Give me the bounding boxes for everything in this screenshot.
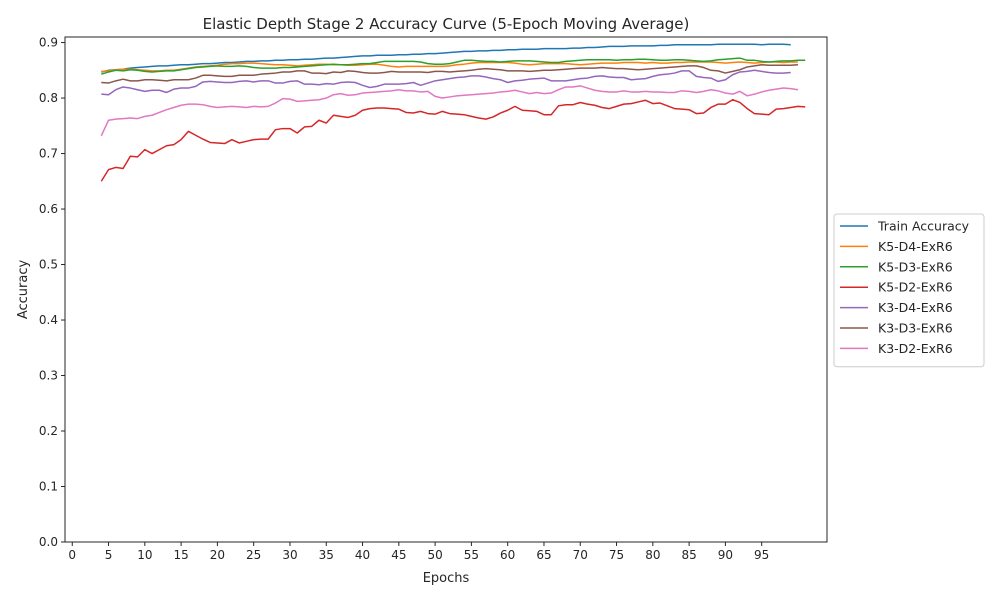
series-line-4 bbox=[100, 98, 806, 182]
x-tick-label: 95 bbox=[754, 548, 769, 562]
series-line-6 bbox=[101, 64, 799, 84]
x-tick-label: 85 bbox=[681, 548, 696, 562]
series-line-7 bbox=[100, 85, 799, 137]
legend-label: Train Accuracy bbox=[877, 219, 970, 234]
x-tick-label: 60 bbox=[500, 548, 515, 562]
x-tick-label: 0 bbox=[68, 548, 76, 562]
y-tick-label: 0.8 bbox=[39, 91, 58, 105]
x-tick-label: 75 bbox=[609, 548, 624, 562]
x-tick-label: 20 bbox=[210, 548, 225, 562]
y-tick-label: 0.4 bbox=[39, 313, 58, 327]
x-axis: 0 5 10 15 20 25 30 35 40 45 50 55 60 65 70 75 80 85 90 95 bbox=[68, 542, 769, 562]
series-line-3 bbox=[101, 57, 806, 75]
x-tick-label: 30 bbox=[282, 548, 297, 562]
legend: Train Accuracy K5-D4-ExR6 K5-D3-ExR6 K5-D2-… bbox=[833, 213, 985, 368]
x-tick-label: 25 bbox=[246, 548, 261, 562]
legend-label: K3-D2-ExR6 bbox=[878, 341, 953, 356]
x-tick-label: 35 bbox=[319, 548, 334, 562]
legend-label: K5-D2-ExR6 bbox=[878, 280, 953, 295]
plot-area: 0 5 10 15 20 25 30 35 40 45 50 55 60 65 70 75 80 85 90 95 0… bbox=[39, 36, 828, 562]
y-tick-label: 0.5 bbox=[39, 258, 58, 272]
y-tick-label: 0.0 bbox=[39, 535, 58, 549]
legend-label: K5-D4-ExR6 bbox=[878, 239, 953, 254]
x-tick-label: 70 bbox=[573, 548, 588, 562]
series-layer bbox=[100, 43, 806, 182]
y-tick-label: 0.1 bbox=[39, 480, 58, 494]
y-axis-title: Accuracy bbox=[16, 260, 31, 320]
x-tick-label: 15 bbox=[173, 548, 188, 562]
plot-frame bbox=[64, 36, 828, 543]
legend-frame bbox=[833, 213, 985, 368]
series-line-5 bbox=[101, 69, 791, 96]
x-tick-label: 5 bbox=[105, 548, 113, 562]
y-tick-label: 0.2 bbox=[39, 424, 58, 438]
x-tick-label: 65 bbox=[536, 548, 551, 562]
legend-label: K3-D3-ExR6 bbox=[878, 321, 953, 336]
x-tick-label: 50 bbox=[427, 548, 442, 562]
y-axis: 0.0 0.1 0.2 0.3 0.4 0.5 0.6 0.7 0.8 0.9 bbox=[39, 36, 65, 549]
x-tick-label: 40 bbox=[355, 548, 370, 562]
y-tick-label: 0.9 bbox=[39, 36, 58, 50]
y-tick-label: 0.3 bbox=[39, 369, 58, 383]
legend-label: K5-D3-ExR6 bbox=[878, 259, 953, 274]
x-axis-title: Epochs bbox=[423, 571, 470, 586]
x-tick-label: 10 bbox=[137, 548, 152, 562]
y-tick-label: 0.6 bbox=[39, 202, 58, 216]
x-tick-label: 55 bbox=[464, 548, 479, 562]
series-line-1 bbox=[101, 43, 791, 73]
y-tick-label: 0.7 bbox=[39, 147, 58, 161]
x-tick-label: 90 bbox=[718, 548, 733, 562]
x-tick-label: 80 bbox=[645, 548, 660, 562]
x-tick-label: 45 bbox=[391, 548, 406, 562]
chart-title: Elastic Depth Stage 2 Accuracy Curve (5-… bbox=[203, 15, 690, 33]
legend-label: K3-D4-ExR6 bbox=[878, 300, 953, 315]
